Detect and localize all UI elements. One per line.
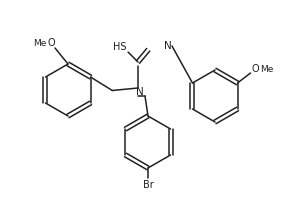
- Text: Br: Br: [143, 180, 153, 190]
- Text: O: O: [252, 64, 259, 74]
- Text: N: N: [164, 41, 172, 51]
- Text: HS: HS: [113, 42, 127, 52]
- Text: Me: Me: [260, 64, 273, 73]
- Text: O: O: [47, 38, 55, 48]
- Text: Me: Me: [33, 39, 47, 48]
- Text: N: N: [136, 87, 144, 97]
